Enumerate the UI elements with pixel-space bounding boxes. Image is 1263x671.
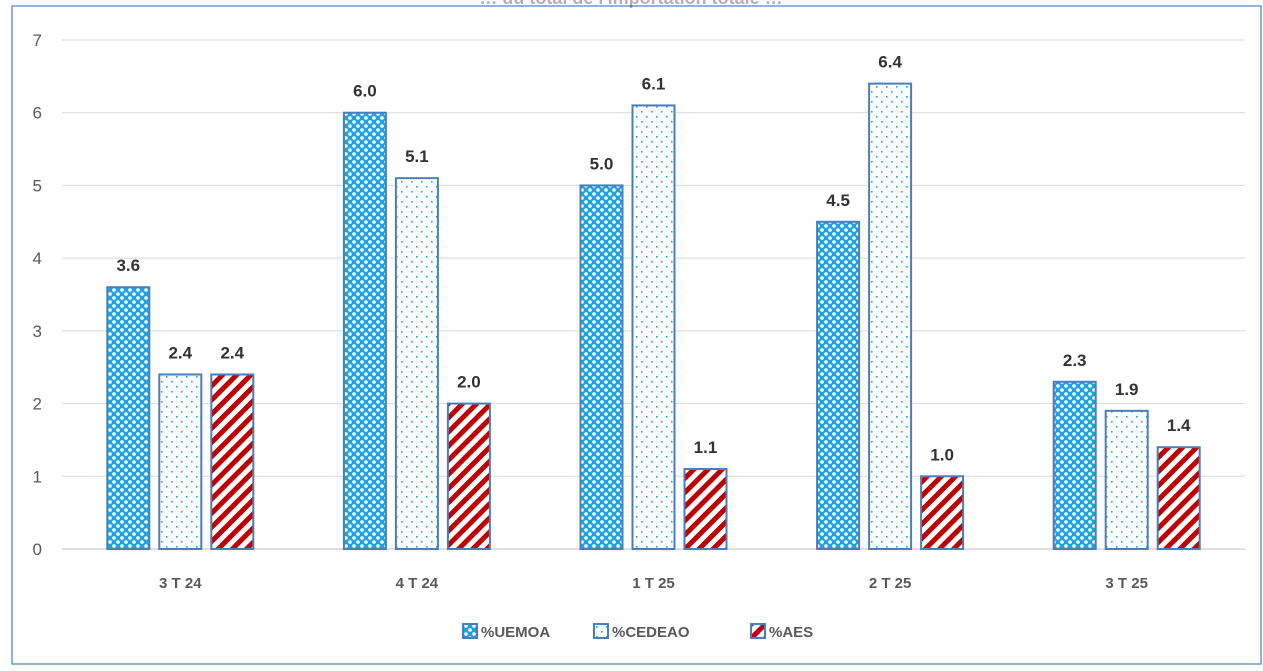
y-tick-label: 1 — [33, 467, 42, 486]
legend: %UEMOA %CEDEAO %AES — [462, 623, 813, 641]
data-labels: 3.6 2.4 2.4 6.0 5.1 2.0 5.0 6.1 1.1 4.5 6.4 1.0 2.3 1… — [116, 53, 1191, 465]
bars — [106, 82, 1201, 551]
legend-item: %UEMOA — [462, 623, 550, 641]
bar-uemoa — [816, 220, 861, 551]
bar-uemoa — [1052, 380, 1097, 550]
title-fragment: … du total de l'importation totale … — [479, 0, 782, 8]
bar-cedeao — [158, 373, 203, 550]
bar-uemoa — [579, 184, 624, 551]
bar-aes — [446, 402, 491, 551]
y-tick-label: 4 — [33, 249, 42, 268]
data-label: 6.0 — [353, 82, 377, 101]
chart-border — [11, 5, 1262, 665]
data-label: 3.6 — [116, 256, 140, 275]
legend-swatch — [750, 623, 766, 639]
x-axis-ticks: 3 T 24 4 T 24 1 T 25 2 T 25 3 T 25 — [159, 575, 1148, 592]
legend-label: %CEDEAO — [612, 624, 690, 641]
y-tick-label: 5 — [33, 176, 42, 195]
chart-title: … du total de l'importation totale … — [479, 0, 782, 8]
bar-cedeao — [631, 104, 676, 550]
data-label: 1.4 — [1167, 416, 1191, 435]
bar-aes — [683, 468, 728, 550]
legend-label: %AES — [769, 624, 813, 641]
legend-item: %AES — [750, 623, 813, 641]
x-tick-label: 1 T 25 — [632, 575, 675, 592]
legend-item: %CEDEAO — [593, 623, 690, 641]
bar-cedeao — [1104, 409, 1149, 551]
y-axis-ticks: 0 1 2 3 4 5 6 7 — [33, 31, 42, 559]
x-tick-label: 2 T 25 — [869, 575, 912, 592]
x-tick-label: 3 T 24 — [159, 575, 202, 592]
bar-uemoa — [342, 111, 387, 550]
bar-aes — [920, 475, 965, 550]
legend-swatch — [462, 623, 478, 639]
data-label: 2.4 — [220, 343, 244, 362]
legend-label: %UEMOA — [481, 624, 550, 641]
legend-swatch — [593, 623, 609, 639]
y-tick-label: 7 — [33, 31, 42, 50]
data-label: 1.9 — [1115, 380, 1139, 399]
x-tick-label: 4 T 24 — [396, 575, 439, 592]
x-tick-label: 3 T 25 — [1105, 575, 1148, 592]
data-label: 5.0 — [590, 154, 614, 173]
data-label: 6.4 — [878, 53, 902, 72]
y-tick-label: 6 — [33, 104, 42, 123]
data-label: 1.0 — [930, 445, 954, 464]
data-label: 1.1 — [694, 438, 718, 457]
bar-cedeao — [394, 177, 439, 551]
data-label: 5.1 — [405, 147, 429, 166]
bar-aes — [1156, 446, 1201, 551]
data-label: 2.0 — [457, 373, 481, 392]
data-label: 6.1 — [642, 74, 666, 93]
data-label: 2.3 — [1063, 351, 1087, 370]
gridlines — [62, 39, 1245, 550]
y-tick-label: 0 — [33, 540, 42, 559]
bar-aes — [210, 373, 255, 550]
y-tick-label: 2 — [33, 395, 42, 414]
data-label: 2.4 — [168, 343, 192, 362]
y-tick-label: 3 — [33, 322, 42, 341]
bar-cedeao — [868, 82, 913, 550]
data-label: 4.5 — [826, 191, 850, 210]
bar-uemoa — [106, 286, 151, 550]
